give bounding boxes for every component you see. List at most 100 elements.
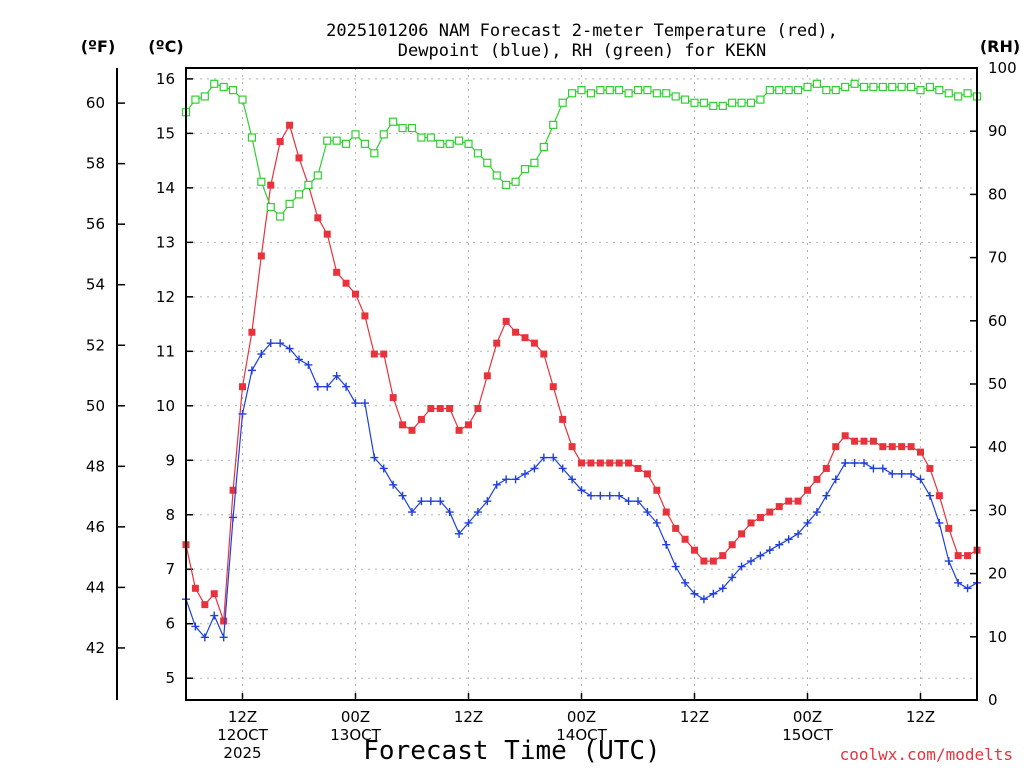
rh-point	[483, 158, 492, 167]
fahrenheit-tick-label: 46	[86, 518, 105, 536]
series-layer	[181, 79, 982, 642]
dewpoint-point	[869, 464, 878, 473]
dewpoint-point	[935, 518, 944, 527]
dewpoint-point	[765, 546, 774, 555]
rh-point	[690, 98, 699, 107]
x-tick-label: 00Z	[793, 708, 822, 726]
rh-tick-label: 30	[988, 501, 1007, 519]
fahrenheit-tick-label: 56	[86, 215, 105, 233]
temperature-point	[465, 421, 472, 429]
dewpoint-point	[850, 459, 859, 467]
temperature-point	[625, 459, 633, 467]
temperature-point	[540, 350, 548, 358]
temperature-point	[427, 405, 435, 413]
temperature-point	[954, 552, 962, 560]
celsius-tick-label: 13	[156, 233, 175, 251]
rh-point	[624, 89, 633, 98]
fahrenheit-tick-label: 50	[86, 397, 105, 415]
temperature-point	[794, 497, 802, 505]
temperature-point	[888, 443, 896, 451]
temperature-point	[747, 519, 755, 527]
celsius-tick-label: 10	[156, 397, 175, 415]
x-tick-label: 12OCT	[217, 726, 268, 744]
dewpoint-point	[812, 508, 821, 517]
plot-frame	[185, 67, 978, 701]
fahrenheit-tick-label: 44	[86, 578, 105, 596]
rh-point	[549, 120, 558, 129]
rh-point	[360, 139, 370, 148]
temperature-point	[775, 503, 783, 511]
dewpoint-point	[860, 459, 868, 467]
rh-point	[191, 95, 200, 104]
temperature-point	[333, 268, 341, 276]
rh-tick-label: 90	[988, 122, 1007, 140]
dewpoint-point	[775, 540, 784, 549]
celsius-tick-label: 9	[165, 451, 175, 469]
temperature-point	[719, 552, 727, 560]
fahrenheit-tick-label: 52	[86, 336, 105, 354]
rh-point	[502, 180, 511, 190]
dewpoint-point	[455, 529, 464, 538]
rh-axis: 0 10 20 30 40 50 60 70 80 90 100	[970, 59, 1017, 709]
temperature-point	[860, 437, 868, 445]
x-axis-title: Forecast Time (UTC)	[363, 736, 660, 766]
temperature-point	[436, 405, 444, 413]
rh-tick-label: 20	[988, 565, 1007, 583]
dewpoint-point	[709, 589, 718, 598]
dewpoint-point	[737, 562, 746, 571]
temperature-point	[512, 328, 520, 336]
temperature-point	[380, 350, 388, 358]
dewpoint-point	[332, 371, 341, 380]
x-tick-label: 12Z	[680, 708, 709, 726]
x-tick-label: 15OCT	[782, 726, 833, 744]
temperature-point	[474, 405, 482, 413]
rh-point	[276, 212, 285, 221]
dewpoint-point	[313, 382, 322, 391]
temperature-point	[879, 443, 887, 451]
dewpoint-point	[558, 464, 567, 473]
celsius-axis: 5 6 7 8 9 10 11 12 13 14 15 16	[156, 70, 193, 687]
rh-point	[530, 158, 539, 167]
dewpoint-point	[323, 382, 332, 391]
x-tick-label: 12Z	[906, 708, 935, 726]
temperature-point	[408, 426, 416, 434]
rh-point	[257, 177, 266, 186]
temperature-point	[210, 590, 218, 598]
celsius-tick-label: 14	[156, 179, 175, 197]
dewpoint-point	[304, 360, 313, 369]
dewpoint-point	[285, 344, 294, 353]
rh-point	[935, 86, 944, 95]
temperature-point	[945, 524, 953, 532]
temperature-point	[342, 279, 350, 287]
dewpoint-point	[238, 409, 247, 418]
temperature-point	[370, 350, 378, 358]
temperature-point	[295, 154, 303, 162]
dewpoint-point	[963, 584, 972, 593]
chart-title-line-1: 2025101206 NAM Forecast 2-meter Temperat…	[326, 21, 838, 41]
rh-axis-label: (RH)	[980, 37, 1020, 56]
temperature-point	[502, 317, 510, 325]
dewpoint-point	[831, 475, 840, 484]
x-tick-label: 12Z	[228, 708, 257, 726]
rh-tick-label: 0	[988, 691, 998, 709]
temperature-point	[822, 464, 830, 472]
dewpoint-point	[634, 497, 642, 506]
rh-point	[219, 82, 228, 92]
temperature-point	[709, 557, 717, 565]
temperature-point	[521, 334, 529, 342]
temperature-point	[653, 486, 661, 494]
temperature-point	[559, 415, 567, 423]
rh-point	[228, 86, 238, 95]
dewpoint-point	[445, 508, 454, 517]
temperature-point	[672, 524, 680, 532]
temperature-point	[352, 290, 359, 298]
temperature-point	[869, 437, 877, 445]
rh-point	[473, 149, 483, 158]
dewpoint-point	[643, 508, 652, 517]
dewpoint-point	[351, 399, 360, 408]
dewpoint-point	[398, 491, 407, 500]
temperature-point	[201, 601, 209, 609]
dewpoint-point	[841, 459, 850, 467]
rh-point	[266, 202, 275, 212]
